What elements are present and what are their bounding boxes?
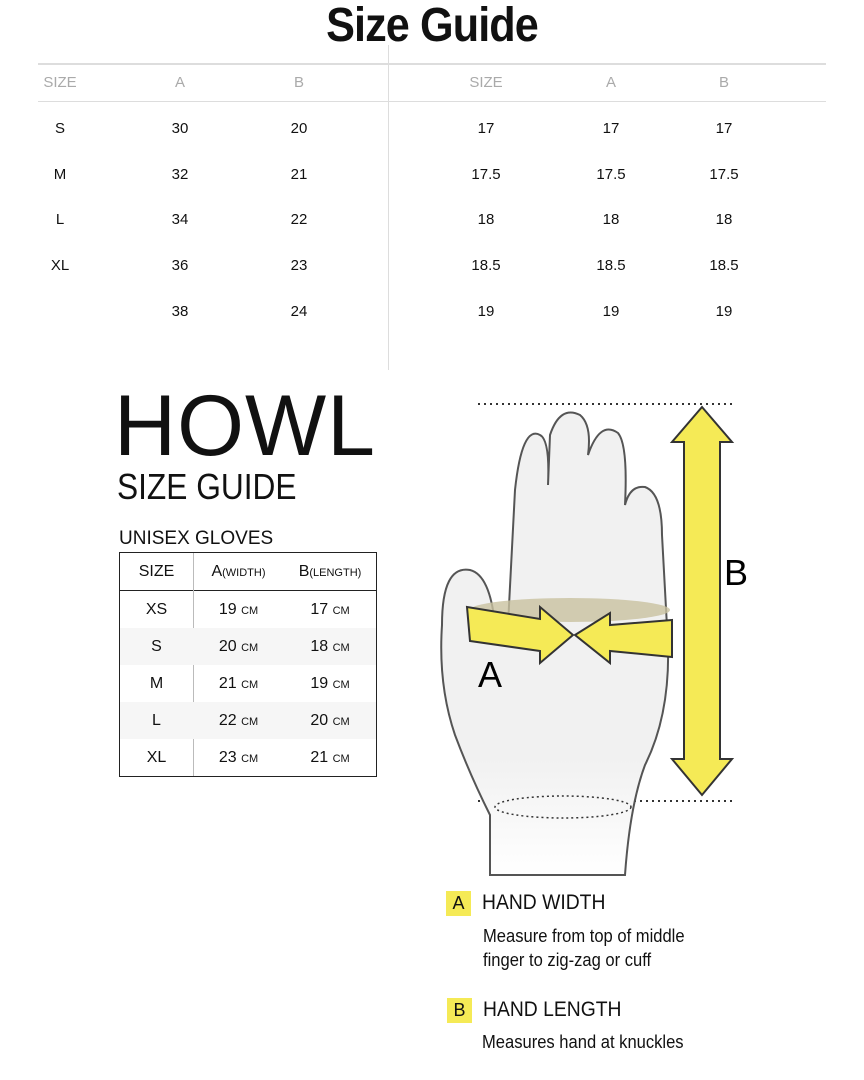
table-cell: 18.5 (471, 257, 501, 275)
table-cell: 19 (477, 302, 495, 320)
column-header: SIZE (469, 74, 503, 91)
gloves-table-caption: UNISEX GLOVES (119, 528, 274, 549)
table-cell: 21 (290, 165, 308, 183)
table-row: XS 19 CM 17 CM (120, 591, 376, 628)
legend-key-b: B (447, 998, 472, 1023)
width-arrow-left (465, 604, 575, 666)
table-cell: 32 (171, 165, 189, 183)
divider (38, 63, 826, 65)
table-cell: 18.5 (709, 257, 739, 275)
table-cell: XL (50, 257, 70, 275)
legend-desc-a-line2: finger to zig-zag or cuff (483, 950, 652, 970)
legend-desc-a-line1: Measure from top of middle (483, 926, 685, 946)
table-cell: 18 (477, 211, 495, 229)
column-header: A (605, 74, 616, 91)
table-row: S 20 CM 18 CM (120, 628, 376, 665)
table-cell: 19 (602, 302, 620, 320)
legend-title-a: HAND WIDTH (482, 891, 606, 914)
cell-size: XL (146, 749, 167, 766)
cell-a: 21 CM (218, 675, 259, 692)
table-cell: 22 (290, 211, 308, 229)
table-cell: 18 (715, 211, 733, 229)
table-cell: 23 (290, 257, 308, 275)
cell-a: 19 CM (218, 601, 259, 618)
table-cell: 17.5 (709, 165, 739, 183)
cell-size: L (152, 712, 161, 729)
header-b: B(LENGTH) (298, 563, 362, 580)
label-b: B (724, 552, 748, 593)
column-header: B (718, 74, 729, 91)
table-cell: M (53, 165, 67, 183)
length-arrow (669, 405, 735, 797)
cell-b: 20 CM (310, 712, 350, 729)
table-cell: 24 (290, 302, 308, 320)
cell-b: 21 CM (310, 749, 350, 766)
cell-size: XS (145, 601, 168, 618)
column-header: SIZE (43, 74, 77, 91)
table-cell: 18.5 (596, 257, 626, 275)
table-header-row: SIZE A(WIDTH) B(LENGTH) (120, 553, 376, 591)
cell-b: 19 CM (310, 675, 350, 692)
cell-b: 18 CM (310, 638, 350, 655)
table-cell: 34 (171, 211, 189, 229)
table-cell: 38 (171, 302, 189, 320)
divider (38, 101, 826, 102)
header-size: SIZE (138, 563, 175, 580)
width-arrow-right (573, 611, 673, 666)
table-cell: S (54, 120, 65, 137)
brand-subtitle: SIZE GUIDE (117, 466, 297, 507)
table-cell: 20 (290, 120, 308, 137)
table-cell: 36 (171, 257, 189, 275)
cell-a: 20 CM (218, 638, 259, 655)
table-cell: 30 (171, 120, 189, 137)
legend-title-b: HAND LENGTH (483, 998, 622, 1021)
cell-size: S (151, 638, 162, 655)
table-row: L 22 CM 20 CM (120, 702, 376, 739)
label-a: A (478, 654, 502, 695)
column-header: A (174, 74, 185, 91)
cell-a: 23 CM (218, 749, 259, 766)
cell-b: 17 CM (310, 601, 350, 618)
table-cell: 17.5 (471, 165, 501, 183)
legend-desc-b: Measures hand at knuckles (482, 1032, 684, 1052)
table-cell: 17 (602, 120, 620, 137)
cell-size: M (149, 675, 164, 692)
wrist-dotted-ellipse (494, 795, 632, 819)
column-header: B (293, 74, 304, 91)
table-row: M 21 CM 19 CM (120, 665, 376, 702)
divider (388, 45, 389, 370)
gloves-size-table: SIZE A(WIDTH) B(LENGTH) XS 19 CM 17 CM S … (119, 552, 377, 777)
page-title: Size Guide (326, 0, 539, 52)
table-cell: 17 (715, 120, 733, 137)
cell-a: 22 CM (218, 712, 259, 729)
table-cell: 17 (477, 120, 495, 137)
table-cell: 19 (715, 302, 733, 320)
hand-measurement-diagram: A B (440, 403, 748, 876)
table-cell: 18 (602, 211, 620, 229)
brand-logo: HOWL (114, 378, 376, 474)
table-row: XL 23 CM 21 CM (120, 739, 376, 776)
header-a: A(WIDTH) (211, 563, 266, 580)
table-cell: 17.5 (596, 165, 626, 183)
table-cell: L (55, 211, 65, 229)
legend-key-a: A (446, 891, 471, 916)
